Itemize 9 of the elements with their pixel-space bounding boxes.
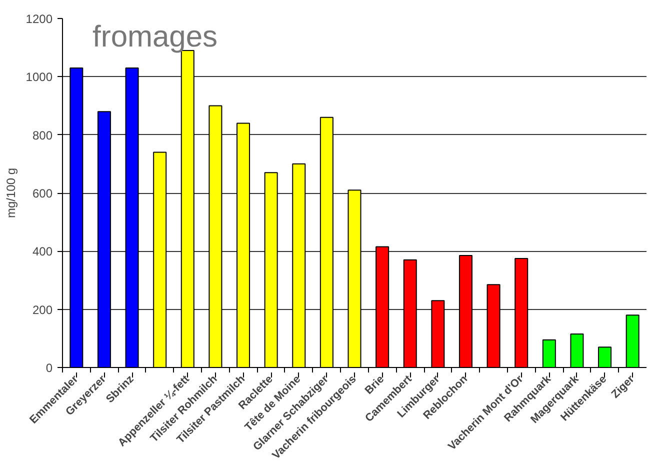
y-tick-label: 800 [32, 128, 53, 142]
y-tick-label: 0 [46, 361, 53, 375]
y-tick-label: 1000 [26, 70, 53, 84]
chart-title: fromages [92, 20, 218, 54]
y-axis-title: mg/100 g [4, 168, 18, 218]
y-tick-label: 600 [32, 186, 53, 200]
y-tick-label: 400 [32, 244, 53, 259]
y-tick-label: 1200 [26, 12, 53, 26]
y-tick-label: 200 [32, 302, 53, 317]
